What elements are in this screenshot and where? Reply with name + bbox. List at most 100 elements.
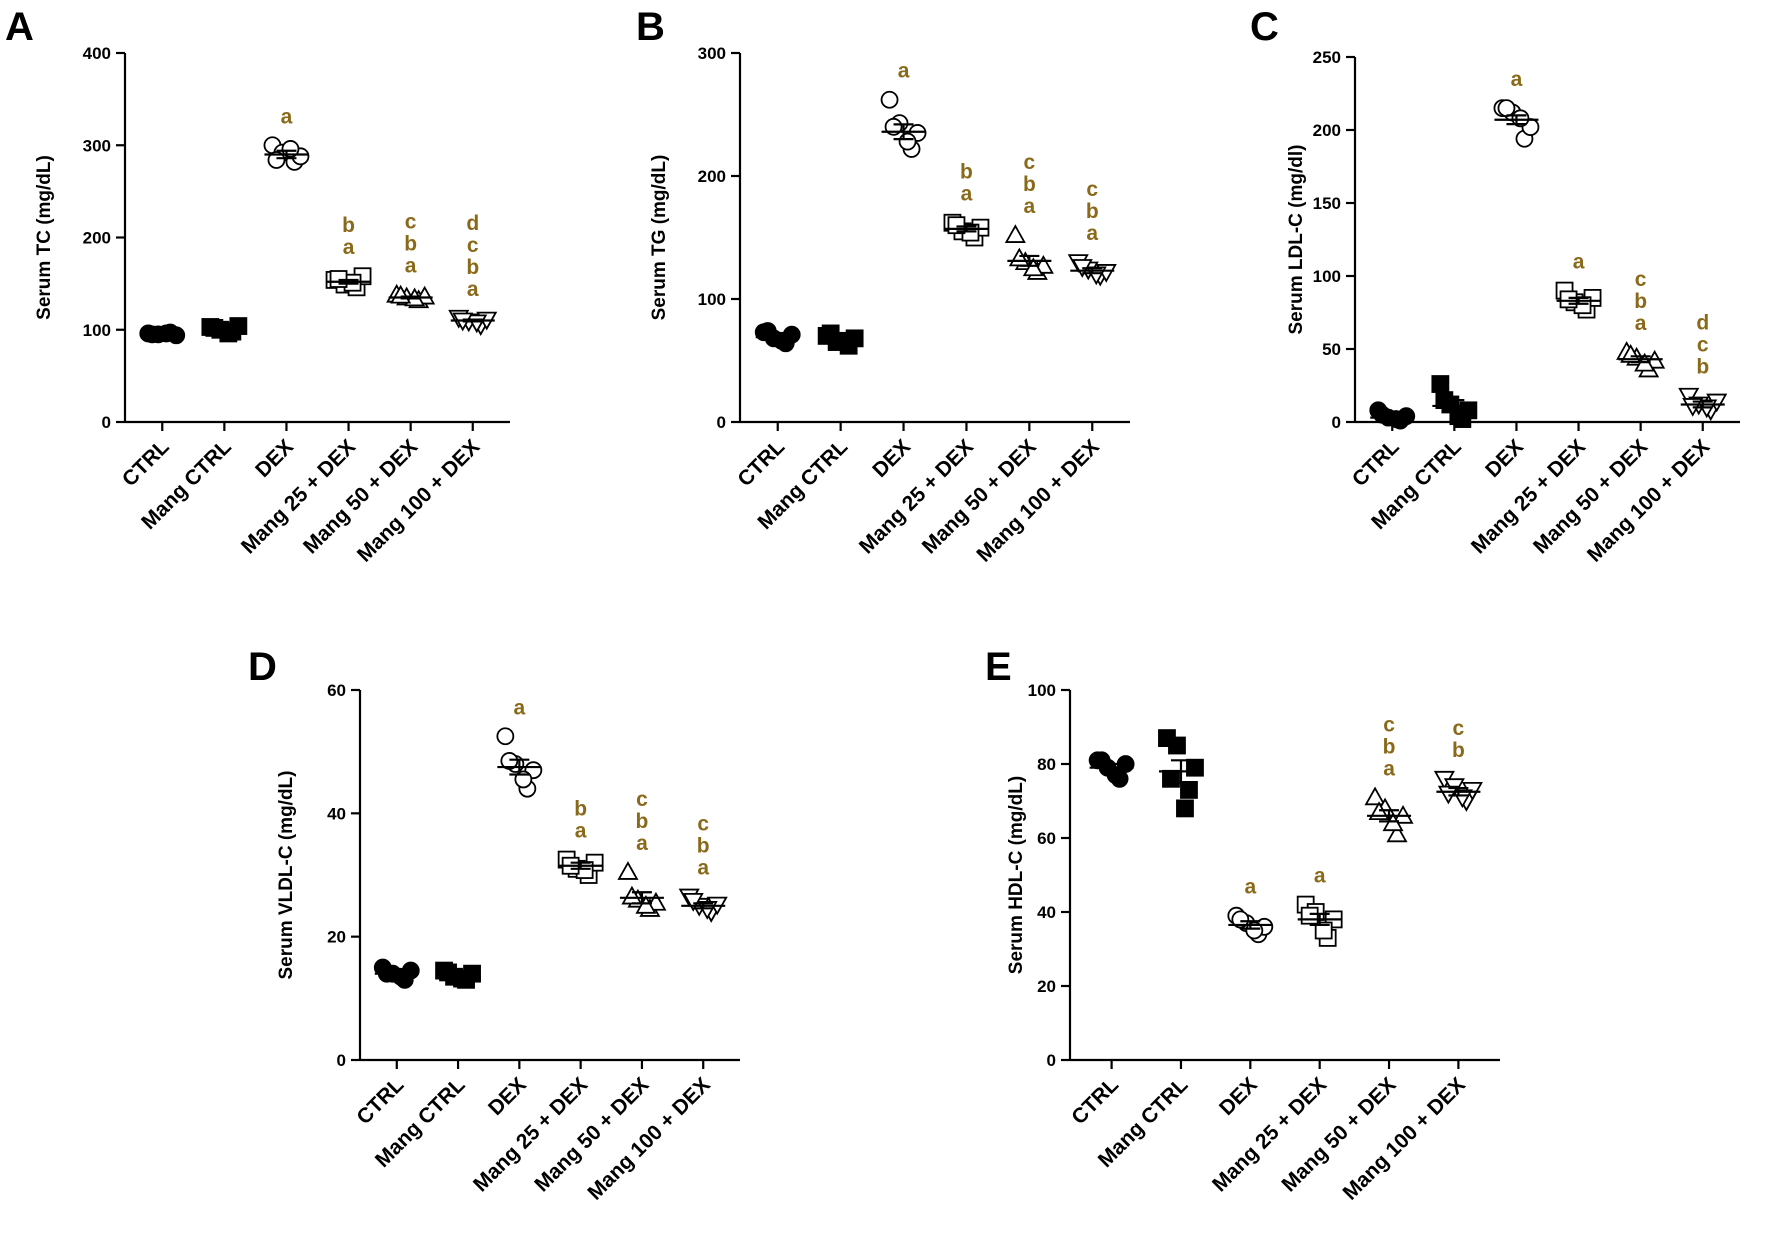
panel-c: C Serum LDL-C (mg/dl) 0 50 100 150 200 250 CTRL M…	[1250, 5, 1740, 567]
data-point	[1373, 405, 1392, 424]
y-tick-label: 400	[83, 44, 111, 63]
x-tick-label: DEX	[484, 1073, 531, 1120]
x-tick-label: CTRL	[733, 435, 789, 491]
group-0	[1088, 751, 1135, 788]
data-point	[1162, 769, 1180, 788]
data-point	[1004, 224, 1026, 243]
data-point	[1092, 751, 1111, 770]
group-0	[139, 323, 186, 345]
y-tick-label: 0	[1332, 413, 1341, 432]
data-point	[500, 752, 519, 770]
significance-letters: a	[514, 696, 526, 719]
data-point	[1168, 736, 1186, 755]
y-tick-label: 20	[1037, 977, 1056, 996]
data-point	[1559, 290, 1578, 309]
x-tick-label: Mang 50 + DEX	[299, 435, 422, 558]
y-tick-label: 100	[83, 321, 111, 340]
y-tick-label: 200	[83, 229, 111, 248]
data-point	[880, 90, 899, 109]
x-tick-label: Mang 50 + DEX	[530, 1073, 653, 1196]
data-point	[1231, 910, 1250, 929]
x-tick-label: Mang 100 + DEX	[972, 435, 1103, 566]
data-point	[1186, 758, 1204, 777]
group-2: a	[880, 60, 927, 158]
x-tick-label: DEX	[1215, 1073, 1262, 1120]
y-tick-label: 60	[1037, 829, 1056, 848]
data-point	[1431, 375, 1450, 393]
y-tick-label: 200	[698, 167, 726, 186]
group-2: a	[263, 105, 310, 171]
data-point	[1449, 407, 1468, 426]
group-1	[817, 324, 864, 355]
y-axis-title: Serum LDL-C (mg/dl)	[1286, 145, 1307, 335]
y-tick-label: 150	[1313, 194, 1341, 213]
y-tick-label: 250	[1313, 48, 1341, 67]
x-tick-label: DEX	[868, 435, 915, 482]
group-0	[1369, 401, 1416, 430]
group-0	[373, 958, 420, 989]
data-point	[1180, 781, 1198, 799]
x-tick-label: DEX	[1481, 435, 1528, 482]
x-tick-label: DEX	[251, 435, 298, 482]
group-1	[435, 961, 481, 989]
y-tick-label: 40	[1037, 903, 1056, 922]
panel-e: E Serum HDL-C (mg/dL) 0 20 40 60 80 100 CTRL Mang…	[985, 645, 1500, 1205]
panel-letter: B	[636, 5, 665, 49]
y-tick-label: 0	[337, 1051, 346, 1070]
data-point	[1314, 921, 1333, 940]
group-2: a	[1227, 876, 1274, 944]
group-1	[1431, 375, 1478, 428]
data-point	[682, 893, 704, 912]
y-tick-label: 50	[1322, 340, 1341, 359]
panel-letter: E	[985, 645, 1012, 689]
panel-letter: D	[248, 645, 277, 689]
x-tick-label: Mang 25 + DEX	[855, 435, 978, 558]
x-tick-label: Mang 25 + DEX	[469, 1073, 592, 1196]
data-point	[496, 727, 515, 746]
significance-letters: a	[898, 60, 910, 83]
data-point	[898, 132, 917, 151]
group-1	[201, 317, 248, 343]
y-tick-label: 60	[327, 681, 346, 700]
x-tick-label: Mang 25 + DEX	[1467, 435, 1590, 558]
y-tick-label: 0	[717, 413, 726, 432]
group-3: a	[1555, 251, 1602, 319]
x-tick-label: Mang 50 + DEX	[918, 435, 1041, 558]
data-point	[267, 151, 286, 169]
data-point	[1106, 766, 1125, 784]
significance-letters: a	[281, 105, 293, 128]
x-tick-label: CTRL	[1348, 435, 1404, 491]
x-tick-label: CTRL	[118, 435, 174, 491]
data-point	[1497, 99, 1516, 117]
y-axis-title: Serum TC (mg/dL)	[34, 155, 55, 320]
group-2: a	[496, 696, 543, 798]
y-tick-label: 0	[1047, 1051, 1056, 1070]
y-tick-label: 300	[698, 44, 726, 63]
data-point	[1386, 823, 1408, 843]
data-point	[1300, 906, 1319, 925]
significance-letters: a	[1573, 251, 1585, 274]
y-tick-label: 100	[1313, 267, 1341, 286]
significance-letters: a	[1244, 876, 1256, 899]
